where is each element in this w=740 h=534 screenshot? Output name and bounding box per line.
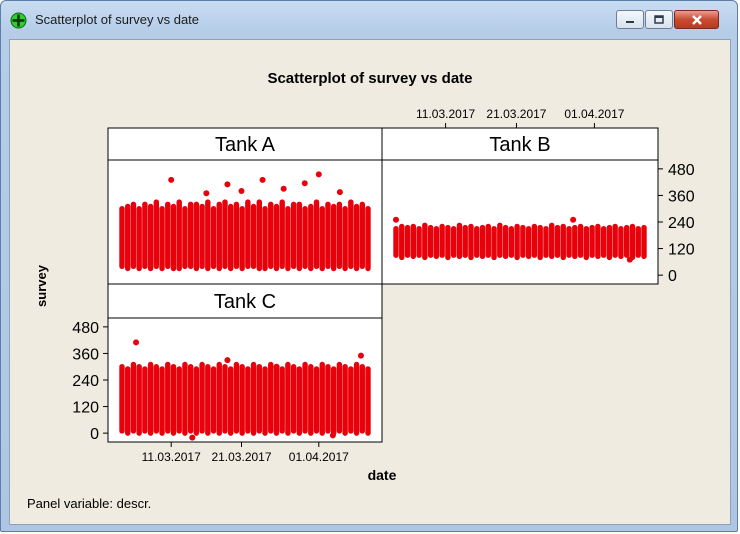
outlier-point <box>357 352 364 359</box>
outlier-point <box>224 181 231 188</box>
panel-b-label: Tank B <box>489 134 550 156</box>
minimize-icon <box>626 20 634 23</box>
y-tick-label-right: 240 <box>668 215 695 232</box>
outlier-point <box>626 256 633 263</box>
y-tick-label-right: 120 <box>668 242 695 259</box>
y-tick-label-left: 480 <box>72 320 99 337</box>
window-title: Scatterplot of survey vs date <box>35 12 200 27</box>
x-tick-label-top: 01.04.2017 <box>564 107 624 121</box>
maximize-button[interactable] <box>645 10 673 29</box>
y-tick-label-left: 120 <box>72 400 99 417</box>
maximize-icon <box>654 15 664 24</box>
outlier-point <box>273 363 280 370</box>
y-tick-label-left: 0 <box>90 426 99 443</box>
title-bar[interactable]: Scatterplot of survey vs date <box>1 1 737 39</box>
y-tick-label-right: 360 <box>668 188 695 205</box>
panel-b-points <box>393 216 647 263</box>
close-icon <box>691 14 702 25</box>
panel-a-label: Tank A <box>215 134 276 156</box>
outlier-point <box>238 188 245 194</box>
outlier-point <box>336 189 343 196</box>
panel-c-strip <box>107 283 383 319</box>
panel-a-points <box>119 171 371 272</box>
outlier-point <box>301 180 308 187</box>
x-tick-label-bottom: 01.04.2017 <box>289 450 349 464</box>
outlier-point <box>133 339 140 346</box>
x-tick-label-bottom: 21.03.2017 <box>211 450 271 464</box>
y-tick-label-left: 360 <box>72 346 99 363</box>
outlier-point <box>189 434 196 441</box>
crosshair-plus-icon <box>10 12 27 29</box>
x-tick-label-bottom: 11.03.2017 <box>142 450 201 464</box>
chart-title: Scatterplot of survey vs date <box>267 70 472 87</box>
y-tick-label-right: 0 <box>668 268 677 285</box>
outlier-point <box>280 185 287 192</box>
outlier-point <box>224 357 231 364</box>
x-tick-label-top: 11.03.2017 <box>416 107 475 121</box>
panel-b-plot <box>381 159 659 285</box>
graph-area: Scatterplot of survey vs date Tank A Tan… <box>9 39 731 525</box>
outlier-point <box>168 176 175 183</box>
outlier-point <box>570 216 577 223</box>
outlier-point <box>393 216 399 223</box>
x-axis-label: date <box>368 467 397 483</box>
x-tick-label-top: 21.03.2017 <box>486 107 546 121</box>
outlier-point <box>315 171 322 178</box>
y-tick-label-right: 480 <box>668 162 695 179</box>
outlier-point <box>329 432 336 439</box>
outlier-point <box>203 190 210 197</box>
outlier-point <box>259 176 266 183</box>
scatterplot-chart: Scatterplot of survey vs date Tank A Tan… <box>27 70 695 511</box>
panel-a-strip <box>107 127 383 161</box>
axes: 0 120 240 360 480 0 120 240 360 480 11.03.2017 11.0… <box>72 107 695 464</box>
panel-b-strip <box>381 127 659 161</box>
y-tick-label-left: 240 <box>72 373 99 390</box>
panel-c-label: Tank C <box>214 291 276 313</box>
minimize-button[interactable] <box>616 10 644 29</box>
panel-variable-note: Panel variable: descr. <box>27 496 151 511</box>
panel-c-points <box>119 339 371 441</box>
y-axis-label: survey <box>34 264 49 307</box>
close-button[interactable] <box>674 10 719 29</box>
